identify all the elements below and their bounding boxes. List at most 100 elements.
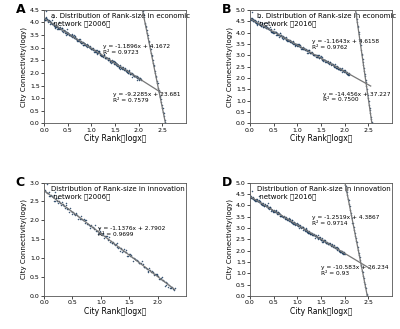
Point xyxy=(288,39,294,45)
Point xyxy=(358,42,364,47)
Point xyxy=(314,235,320,240)
Point xyxy=(66,32,72,38)
Point xyxy=(43,17,50,22)
Point xyxy=(324,240,330,245)
Point xyxy=(136,76,143,81)
Point xyxy=(303,47,309,52)
Point xyxy=(349,220,356,225)
Point xyxy=(275,32,282,37)
Point xyxy=(66,209,72,214)
Point xyxy=(280,214,286,219)
Point xyxy=(357,40,364,46)
Point xyxy=(158,99,164,104)
Point xyxy=(291,221,298,227)
Point xyxy=(96,52,103,57)
Point xyxy=(76,39,82,44)
Point xyxy=(329,62,336,67)
Point xyxy=(253,199,260,204)
Point xyxy=(328,242,334,247)
Point xyxy=(168,284,175,290)
Point xyxy=(120,66,126,72)
Point xyxy=(345,72,352,77)
Point xyxy=(106,57,112,62)
Point xyxy=(121,67,128,72)
Point xyxy=(334,65,340,70)
Point xyxy=(327,62,334,67)
Point xyxy=(323,59,330,64)
Point xyxy=(285,38,292,43)
Point xyxy=(362,281,368,286)
Point xyxy=(85,43,91,48)
Point xyxy=(295,43,302,48)
Point xyxy=(335,66,341,71)
Point xyxy=(154,272,161,278)
Point xyxy=(329,243,335,248)
Point xyxy=(368,119,375,124)
Point xyxy=(255,20,262,26)
Point xyxy=(160,111,167,116)
Point xyxy=(252,18,258,23)
Point xyxy=(154,271,160,277)
Point xyxy=(343,69,349,74)
Point xyxy=(290,42,296,47)
Point xyxy=(134,74,140,79)
Point xyxy=(163,279,170,284)
Point xyxy=(320,238,326,243)
Point xyxy=(48,20,54,25)
Point xyxy=(366,102,372,108)
Point xyxy=(281,215,288,220)
Point xyxy=(46,190,52,195)
Point xyxy=(91,49,98,55)
Point xyxy=(249,195,255,201)
Point xyxy=(74,38,81,43)
Point xyxy=(315,234,322,240)
Point xyxy=(146,40,152,45)
Point xyxy=(135,76,141,81)
Point xyxy=(264,203,270,208)
Point xyxy=(136,261,143,266)
Point xyxy=(71,35,77,40)
Point xyxy=(104,233,110,239)
Point xyxy=(97,228,104,234)
Point xyxy=(162,119,168,125)
Point xyxy=(257,200,264,205)
Point xyxy=(342,69,349,75)
Point xyxy=(118,65,124,70)
Point xyxy=(277,213,284,218)
Point xyxy=(260,202,266,208)
Point xyxy=(303,229,309,234)
Point xyxy=(276,210,282,215)
Point xyxy=(74,38,80,43)
Point xyxy=(70,34,76,39)
Point xyxy=(322,240,329,245)
Text: D: D xyxy=(222,176,232,189)
Point xyxy=(263,204,270,209)
Point xyxy=(147,43,153,48)
Point xyxy=(327,59,333,64)
Point xyxy=(111,241,117,246)
Point xyxy=(285,218,292,223)
Point xyxy=(87,44,94,50)
Point xyxy=(319,237,325,242)
Point xyxy=(251,18,257,23)
Y-axis label: City Connectivity(logy): City Connectivity(logy) xyxy=(227,27,233,107)
Point xyxy=(340,250,347,255)
Point xyxy=(296,43,303,48)
Point xyxy=(278,213,285,218)
Point xyxy=(160,109,166,114)
Point xyxy=(160,278,166,283)
Point xyxy=(286,216,293,222)
Point xyxy=(261,204,268,209)
Point xyxy=(255,198,262,204)
Point xyxy=(274,210,280,215)
Point xyxy=(53,25,59,30)
Point xyxy=(166,286,173,291)
Point xyxy=(146,266,152,271)
Point xyxy=(302,226,309,231)
Point xyxy=(284,38,290,43)
Point xyxy=(115,63,122,68)
Point xyxy=(43,189,50,194)
Point xyxy=(335,66,341,71)
Point xyxy=(122,67,128,73)
Point xyxy=(253,20,259,26)
